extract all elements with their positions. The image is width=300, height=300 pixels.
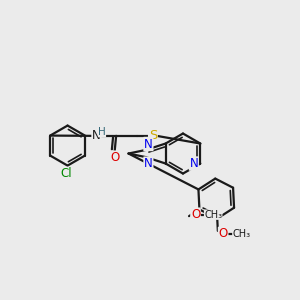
- Text: CH₃: CH₃: [232, 229, 250, 239]
- Text: N: N: [144, 137, 153, 151]
- Text: N: N: [144, 157, 153, 170]
- Text: N: N: [92, 129, 101, 142]
- Text: Cl: Cl: [60, 167, 72, 180]
- Text: O: O: [110, 151, 119, 164]
- Text: H: H: [98, 127, 106, 137]
- Text: N: N: [190, 157, 198, 170]
- Text: O: O: [218, 227, 228, 240]
- Text: O: O: [191, 208, 200, 221]
- Text: CH₃: CH₃: [204, 210, 222, 220]
- Text: S: S: [149, 129, 157, 142]
